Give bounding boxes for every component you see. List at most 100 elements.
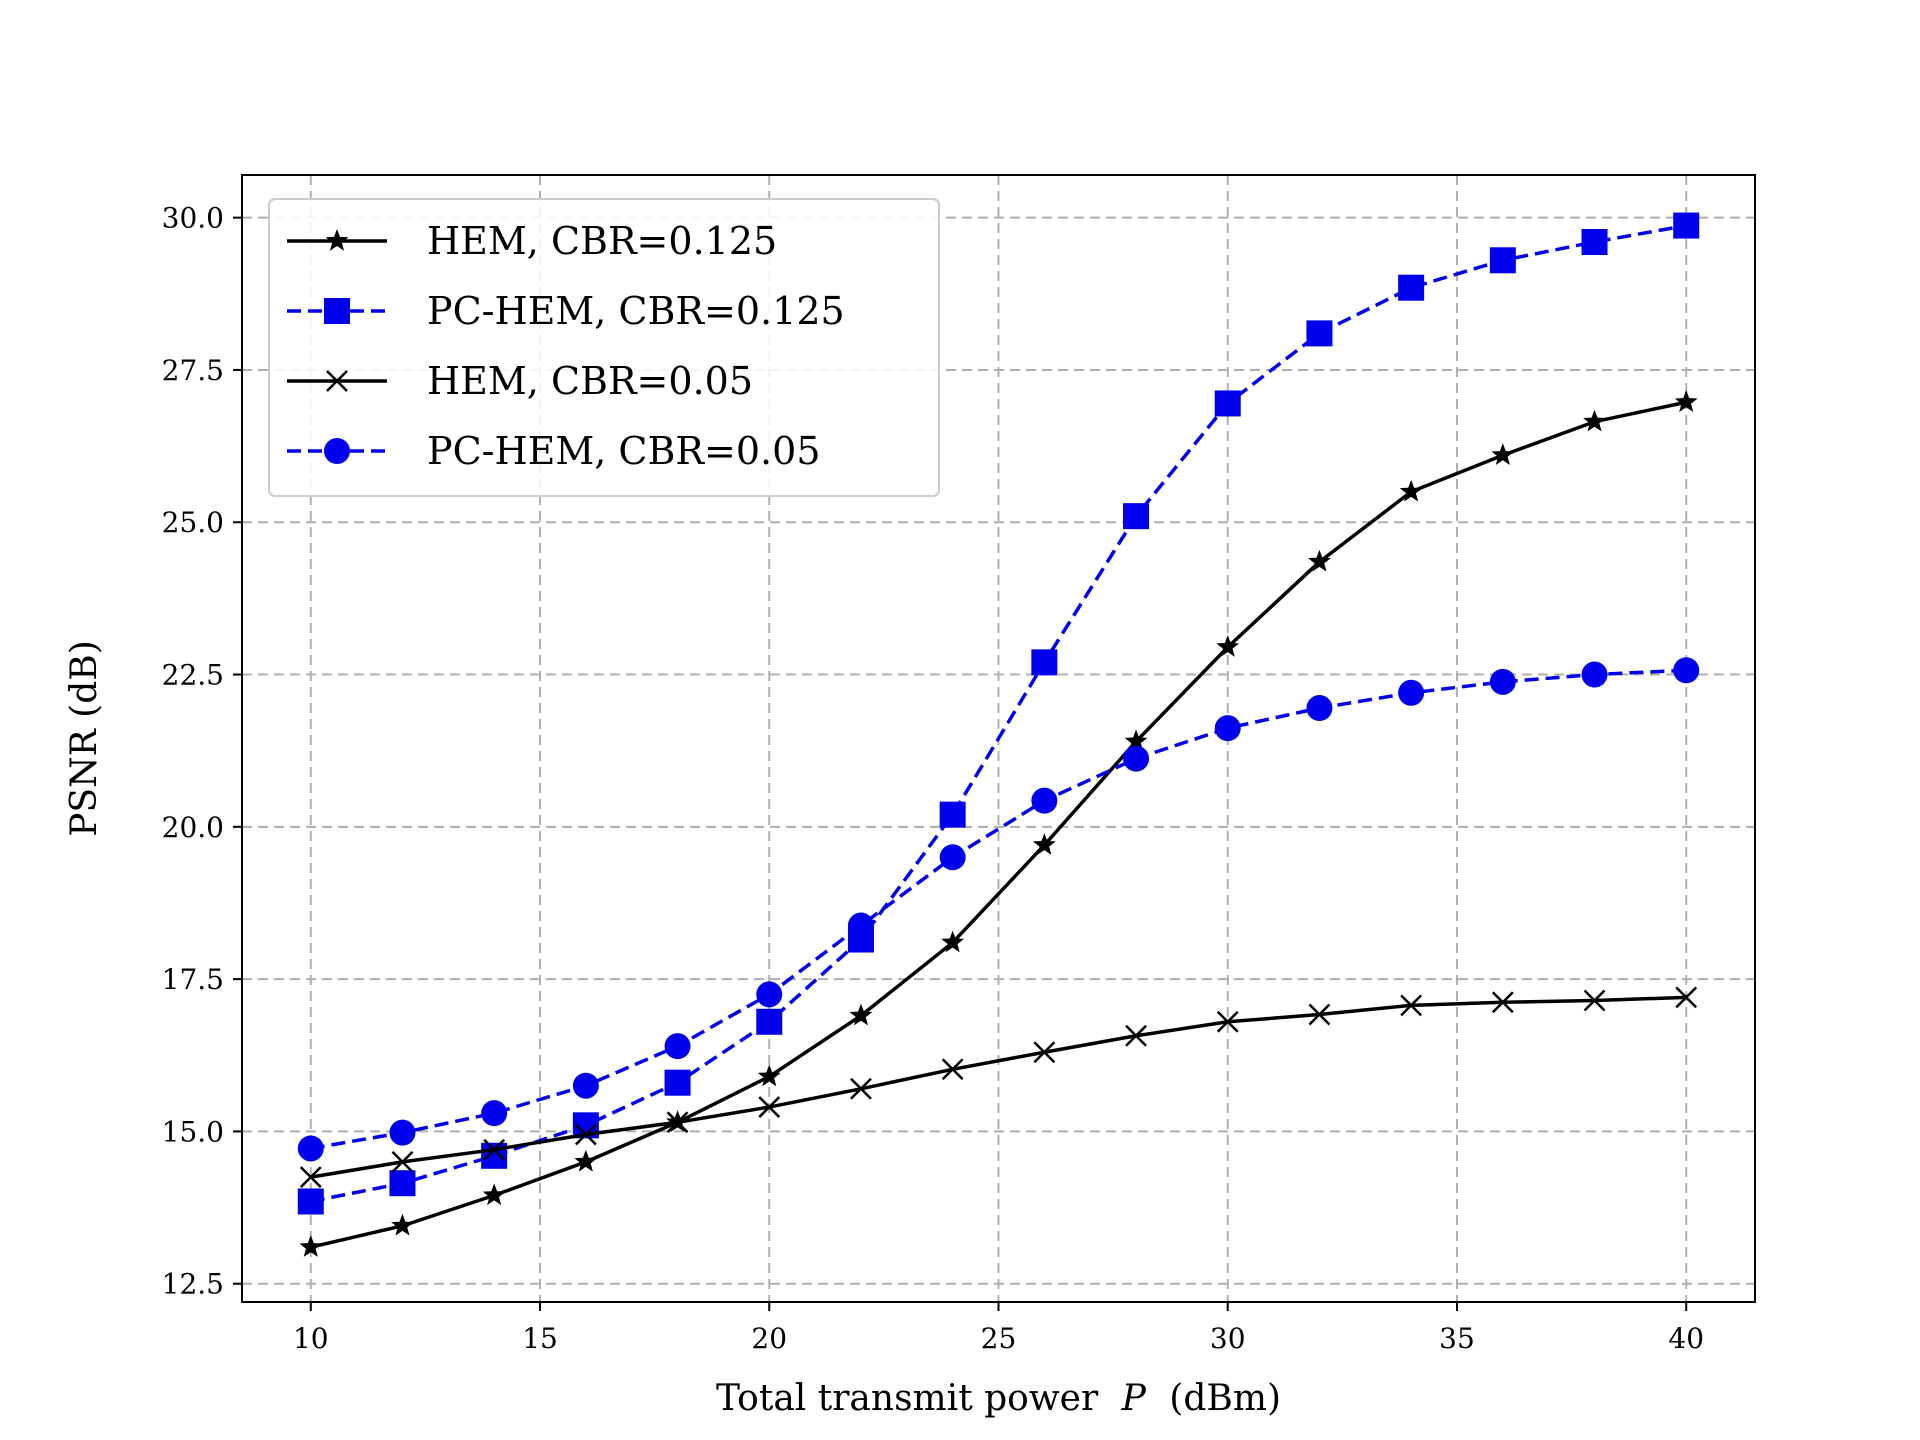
x-tick-label: 20: [751, 1322, 787, 1355]
y-tick-label: 15.0: [162, 1115, 224, 1148]
series-4-point: [847, 912, 874, 939]
series-1-point: [1583, 409, 1606, 432]
legend-marker: [326, 370, 348, 392]
x-marker-stroke: [666, 1111, 689, 1134]
x-tick-label: 10: [293, 1322, 329, 1355]
series-3-point: [850, 1077, 872, 1100]
x-marker-stroke: [1675, 986, 1698, 1009]
series-1-point: [849, 1003, 873, 1026]
x-marker-stroke: [1125, 1024, 1147, 1047]
x-axis: 10 15 20 25 30 35 40: [293, 1302, 1704, 1355]
series-2-point: [1123, 503, 1150, 530]
series-1-point: [574, 1149, 598, 1172]
series-4-line: [310, 668, 1687, 1151]
x-marker-stroke: [1491, 991, 1514, 1014]
series-3-point: [1491, 991, 1514, 1014]
legend: HEM, CBR=0.125 PC-HEM, CBR=0.125 HEM, CBR=…: [268, 198, 940, 497]
x-marker-stroke: [850, 1077, 872, 1100]
series-4-point: [389, 1119, 416, 1146]
series-2-point: [1031, 649, 1058, 676]
x-tick-label: 25: [981, 1322, 1017, 1355]
series-4-point: [1214, 715, 1241, 742]
series-1: [299, 390, 1698, 1257]
series-3-point: [1675, 986, 1698, 1009]
x-tick-label: 30: [1210, 1322, 1246, 1355]
series-3-point: [758, 1096, 781, 1118]
series-4-point: [481, 1100, 508, 1127]
series-1-point: [1399, 479, 1423, 502]
series-2-point: [1489, 247, 1516, 274]
series-1-point: [1308, 549, 1331, 572]
series-4-point: [1123, 745, 1150, 772]
legend-label: HEM, CBR=0.125: [427, 219, 777, 263]
series-2-point: [1306, 320, 1333, 347]
series-3-point: [1125, 1024, 1147, 1047]
y-tick-label: 22.5: [162, 659, 224, 692]
y-axis-label: PSNR (dB): [64, 640, 105, 837]
series-2-point: [389, 1170, 416, 1197]
series-4: [297, 657, 1700, 1162]
series-1-point: [1674, 390, 1698, 412]
x-marker-stroke: [1308, 1003, 1331, 1026]
series-3-point: [941, 1058, 964, 1081]
x-marker-stroke: [1216, 1010, 1239, 1033]
series-2-point: [756, 1008, 783, 1035]
series-2-point: [1214, 390, 1241, 417]
series-2-point: [1673, 212, 1700, 239]
x-marker-stroke: [758, 1096, 781, 1118]
series-2-point: [1581, 229, 1608, 256]
series-2-point: [664, 1069, 691, 1096]
series-4-point: [1673, 657, 1700, 684]
series-3-point: [299, 1166, 322, 1189]
series-4-point: [1031, 787, 1058, 814]
x-marker-stroke: [1400, 994, 1423, 1017]
series-1-point: [299, 1235, 323, 1257]
x-marker-stroke: [1583, 989, 1606, 1012]
series-4-point: [1306, 695, 1333, 722]
y-tick-label: 17.5: [162, 963, 224, 996]
series-3-point: [1033, 1041, 1056, 1064]
series-4-point: [297, 1135, 324, 1162]
x-marker-stroke: [299, 1166, 322, 1189]
series-3-point: [483, 1138, 506, 1161]
legend-marker: [324, 438, 350, 464]
series-4-point: [664, 1033, 691, 1060]
series-2-point: [1398, 274, 1425, 301]
series-1-line: [310, 400, 1687, 1249]
series-1-point: [1216, 635, 1240, 657]
legend-box: [268, 198, 940, 497]
y-axis: 12.5 15.0 17.5 20.0 22.5 25.0 27.5 30.0: [162, 202, 242, 1301]
series-1-point: [941, 930, 965, 953]
series-3-point: [1583, 989, 1606, 1012]
series-4-point: [756, 981, 783, 1008]
series-3-point: [1216, 1010, 1239, 1033]
series-1-point: [391, 1213, 414, 1236]
legend-label: HEM, CBR=0.05: [427, 359, 753, 403]
x-tick-label: 35: [1439, 1322, 1475, 1355]
legend-entry: PC-HEM, CBR=0.05: [287, 429, 821, 473]
series-1-point: [1124, 729, 1148, 752]
series-2-point: [297, 1188, 324, 1215]
x-axis-label-text: Total transmit power: [716, 1378, 1099, 1419]
series-4-point: [1398, 679, 1425, 706]
x-marker-stroke: [941, 1058, 964, 1081]
series-3-line: [310, 995, 1687, 1179]
series-3-point: [574, 1123, 597, 1146]
x-marker-stroke: [483, 1138, 506, 1161]
series-3: [299, 986, 1698, 1189]
x-marker-stroke: [326, 370, 348, 392]
legend-entry: HEM, CBR=0.05: [287, 359, 753, 403]
series-3-point: [1400, 994, 1423, 1017]
series-3-point: [1308, 1003, 1331, 1026]
series-3-point: [391, 1151, 414, 1173]
legend-marker: [325, 229, 349, 251]
y-tick-label: 25.0: [162, 506, 224, 539]
y-tick-label: 20.0: [162, 811, 224, 844]
x-axis-label: Total transmit power P (dBm): [716, 1378, 1281, 1419]
x-marker-stroke: [391, 1151, 414, 1173]
series-1-point: [757, 1064, 781, 1087]
y-tick-label: 27.5: [162, 354, 224, 387]
series-4-point: [939, 844, 966, 871]
y-tick-label: 12.5: [162, 1268, 224, 1301]
